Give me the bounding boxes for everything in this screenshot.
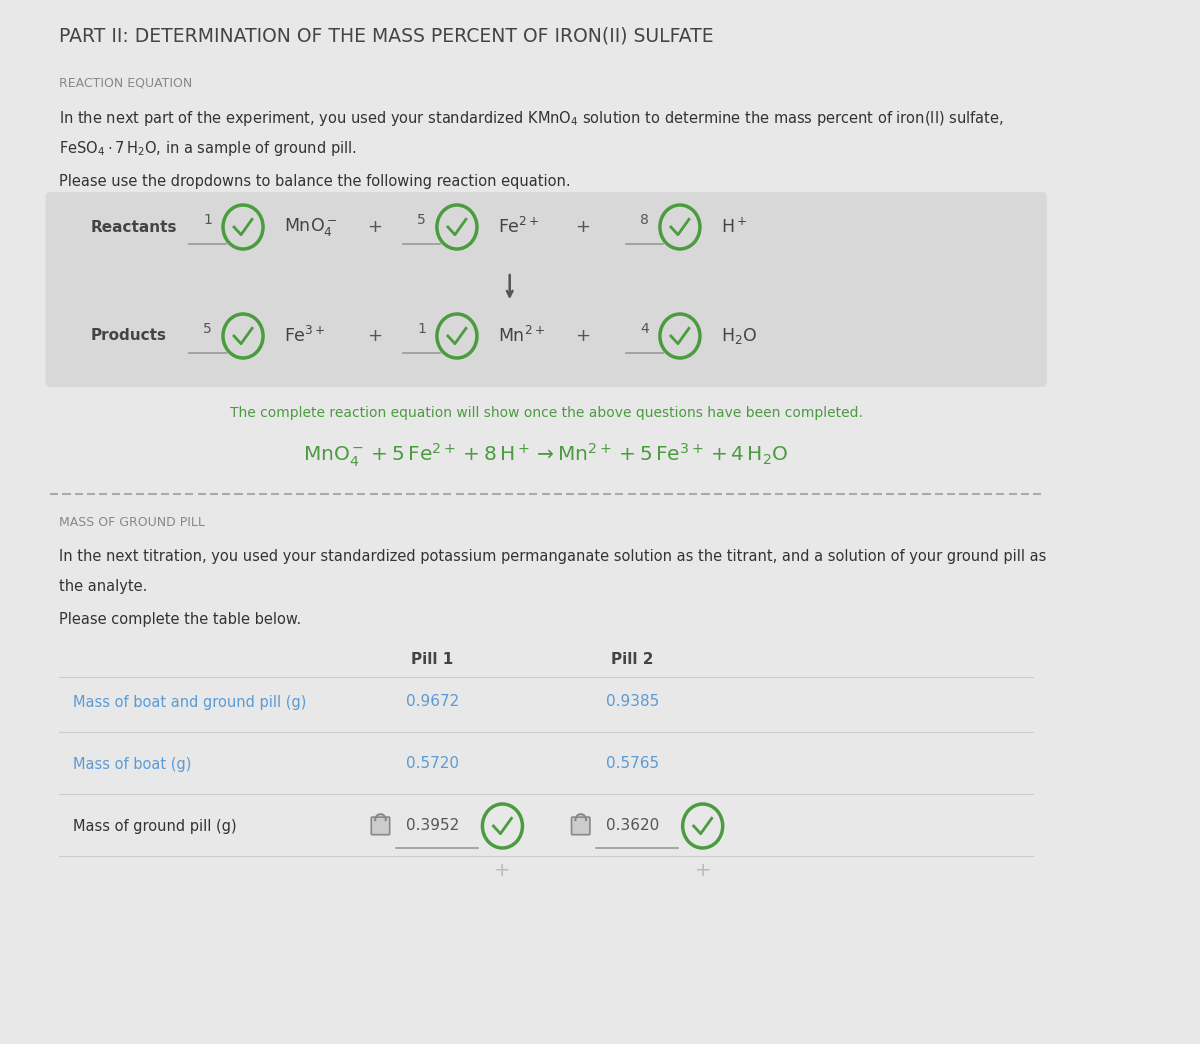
Text: Mass of ground pill (g): Mass of ground pill (g) [73, 818, 236, 833]
FancyBboxPatch shape [46, 192, 1046, 387]
Text: $\mathrm{FeSO_4 \cdot 7\,H_2O}$, in a sample of ground pill.: $\mathrm{FeSO_4 \cdot 7\,H_2O}$, in a sa… [59, 139, 356, 158]
FancyBboxPatch shape [371, 817, 390, 835]
Text: Mass of boat and ground pill (g): Mass of boat and ground pill (g) [73, 694, 306, 710]
Text: Mass of boat (g): Mass of boat (g) [73, 757, 191, 772]
Text: 1: 1 [203, 213, 212, 227]
Text: 0.9385: 0.9385 [606, 694, 659, 710]
Text: +: + [575, 327, 590, 345]
FancyBboxPatch shape [571, 817, 590, 835]
Text: Pill 1: Pill 1 [412, 652, 454, 667]
Text: the analyte.: the analyte. [59, 579, 148, 594]
Text: Products: Products [91, 329, 167, 343]
Text: PART II: DETERMINATION OF THE MASS PERCENT OF IRON(II) SULFATE: PART II: DETERMINATION OF THE MASS PERCE… [59, 26, 714, 45]
Text: 0.5765: 0.5765 [606, 757, 659, 772]
Text: $\mathrm{Fe^{2+}}$: $\mathrm{Fe^{2+}}$ [498, 217, 540, 237]
Text: 4: 4 [640, 322, 649, 336]
Text: REACTION EQUATION: REACTION EQUATION [59, 76, 192, 89]
Text: In the next part of the experiment, you used your standardized $\mathrm{KMnO_4}$: In the next part of the experiment, you … [59, 109, 1004, 128]
Text: $\mathrm{Fe^{3+}}$: $\mathrm{Fe^{3+}}$ [284, 326, 326, 346]
Text: +: + [367, 218, 383, 236]
Text: 1: 1 [416, 322, 426, 336]
Text: 0.3952: 0.3952 [406, 818, 458, 833]
Text: +: + [695, 861, 710, 880]
Text: 0.9672: 0.9672 [406, 694, 458, 710]
Text: 5: 5 [203, 322, 212, 336]
Text: Please use the dropdowns to balance the following reaction equation.: Please use the dropdowns to balance the … [59, 174, 571, 189]
Text: $\mathrm{H_2O}$: $\mathrm{H_2O}$ [721, 326, 757, 346]
Text: +: + [575, 218, 590, 236]
Text: +: + [367, 327, 383, 345]
Text: $\mathrm{Mn^{2+}}$: $\mathrm{Mn^{2+}}$ [498, 326, 545, 346]
Text: Reactants: Reactants [91, 219, 178, 235]
Text: In the next titration, you used your standardized potassium permanganate solutio: In the next titration, you used your sta… [59, 549, 1046, 564]
Text: 0.5720: 0.5720 [406, 757, 458, 772]
Text: $\mathrm{MnO_4^-}$: $\mathrm{MnO_4^-}$ [284, 216, 337, 238]
Text: The complete reaction equation will show once the above questions have been comp: The complete reaction equation will show… [229, 406, 863, 420]
Text: $\mathrm{H^+}$: $\mathrm{H^+}$ [721, 217, 748, 237]
Text: 8: 8 [640, 213, 649, 227]
Text: Please complete the table below.: Please complete the table below. [59, 612, 301, 627]
Text: $\mathrm{MnO_4^- + 5\,Fe^{2+} + 8\,H^+ \rightarrow Mn^{2+} + 5\,Fe^{3+} + 4\,H_2: $\mathrm{MnO_4^- + 5\,Fe^{2+} + 8\,H^+ \… [304, 442, 788, 470]
Text: Pill 2: Pill 2 [611, 652, 654, 667]
Text: +: + [494, 861, 511, 880]
Text: 0.3620: 0.3620 [606, 818, 659, 833]
Text: 5: 5 [418, 213, 426, 227]
Text: MASS OF GROUND PILL: MASS OF GROUND PILL [59, 516, 205, 529]
